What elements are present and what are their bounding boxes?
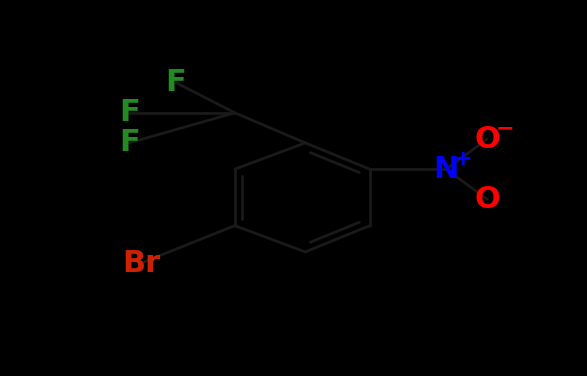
Text: F: F — [166, 68, 187, 97]
Text: O: O — [474, 124, 500, 154]
Text: F: F — [119, 98, 140, 127]
Text: F: F — [119, 128, 140, 158]
Text: Br: Br — [122, 249, 160, 278]
Text: N: N — [433, 155, 459, 184]
Text: −: − — [495, 118, 514, 138]
Text: O: O — [474, 185, 500, 214]
Text: +: + — [453, 149, 472, 168]
